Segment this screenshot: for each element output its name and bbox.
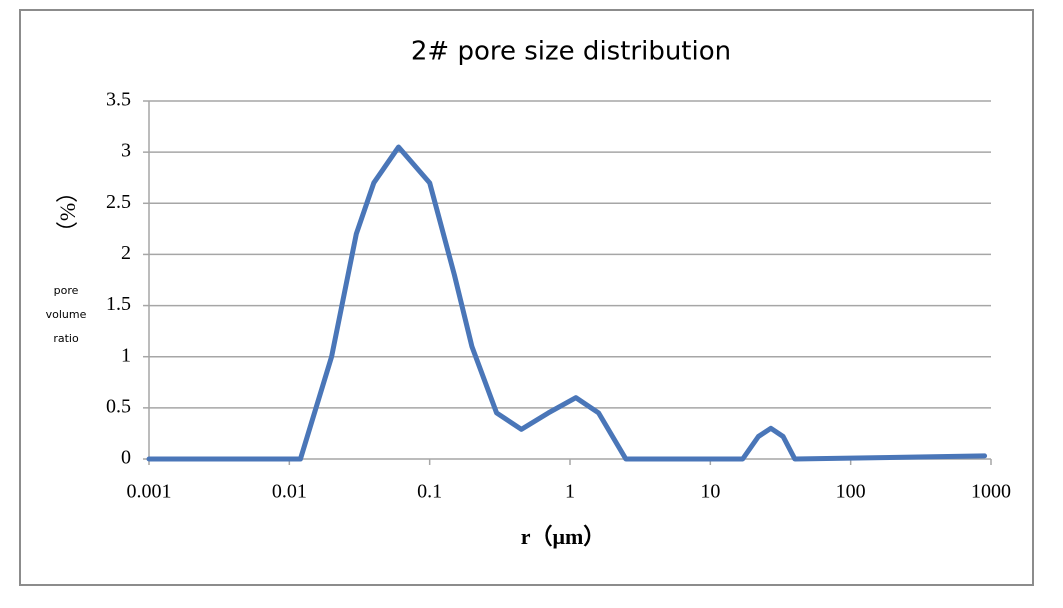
- y-tick-label: 0: [121, 447, 131, 469]
- y-tick-label: 0.5: [106, 395, 131, 417]
- y-tick-label: 3: [121, 140, 131, 162]
- y-tick-label: 1: [121, 344, 131, 366]
- y-axis-label: volume: [46, 308, 87, 321]
- x-tick-label: 0.01: [272, 481, 307, 503]
- y-tick-label: 2.5: [106, 191, 131, 213]
- y-tick-label: 3.5: [106, 89, 131, 111]
- y-axis-label: ratio: [53, 332, 79, 345]
- x-tick-label: 0.1: [417, 481, 442, 503]
- data-line: [146, 144, 988, 462]
- x-tick-label: 1000: [971, 481, 1011, 503]
- y-axis-unit: （%）: [55, 181, 80, 243]
- x-tick-label: 10: [700, 481, 720, 503]
- x-axis-label: r（μm）: [521, 524, 606, 549]
- chart-title: 2# pore size distribution: [411, 37, 731, 67]
- y-axis-label: pore: [54, 284, 79, 297]
- y-tick-label: 2: [121, 242, 131, 264]
- y-tick-label: 1.5: [106, 293, 131, 315]
- chart-border: [19, 9, 1034, 586]
- x-tick-label: 0.001: [127, 481, 172, 503]
- x-tick-label: 1: [565, 481, 575, 503]
- x-tick-label: 100: [836, 481, 866, 503]
